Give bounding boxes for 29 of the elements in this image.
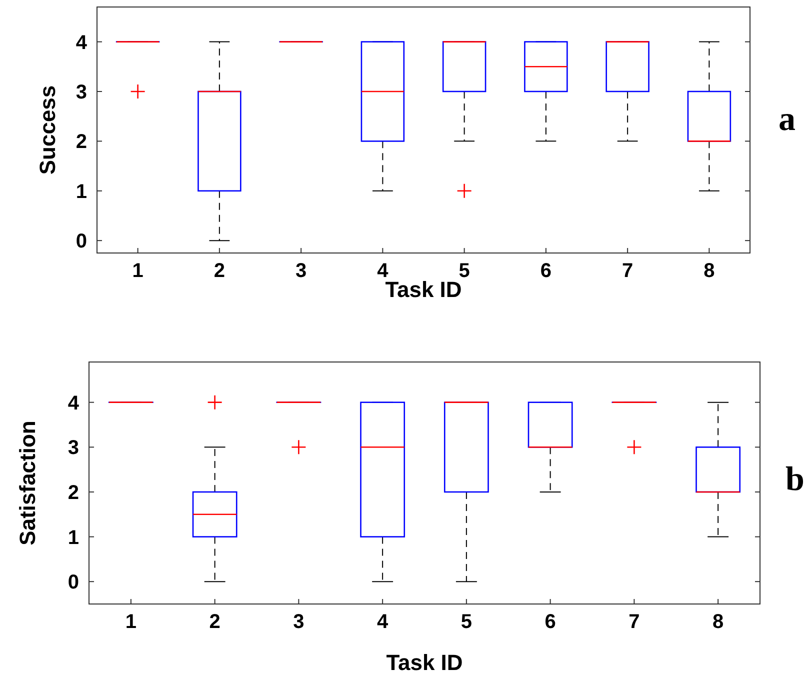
- x-tick-label: 3: [293, 611, 304, 633]
- y-tick-label: 1: [68, 526, 79, 549]
- x-tick-label: 8: [712, 611, 724, 633]
- x-tick-label: 6: [540, 260, 552, 282]
- y-tick-label: 2: [76, 131, 87, 154]
- y-axis-title: Success: [35, 85, 60, 175]
- x-axis-title: Task ID: [386, 650, 463, 675]
- x-tick-label: 1: [132, 260, 144, 282]
- y-tick-label: 4: [68, 392, 80, 414]
- x-tick-label: 5: [460, 611, 472, 633]
- y-tick-label: 2: [68, 482, 79, 504]
- text: b: [786, 461, 804, 498]
- x-tick-label: 6: [544, 611, 556, 633]
- x-tick-label: 2: [214, 260, 225, 282]
- x-tick-label: 7: [622, 260, 634, 282]
- y-axis-title: Satisfaction: [15, 420, 40, 546]
- y-tick-label: 0: [68, 572, 79, 594]
- x-tick-label: 4: [377, 611, 389, 633]
- text: a: [778, 101, 796, 138]
- x-tick-label: 8: [704, 260, 715, 282]
- y-tick-label: 0: [76, 230, 87, 253]
- x-tick-label: 1: [125, 611, 136, 633]
- y-tick-label: 4: [76, 32, 88, 54]
- y-tick-label: 1: [76, 180, 87, 203]
- y-tick-label: 3: [76, 81, 87, 104]
- x-tick-label: 2: [209, 611, 220, 633]
- x-tick-label: 7: [628, 611, 640, 633]
- y-tick-label: 3: [68, 437, 79, 460]
- x-tick-label: 3: [296, 260, 307, 282]
